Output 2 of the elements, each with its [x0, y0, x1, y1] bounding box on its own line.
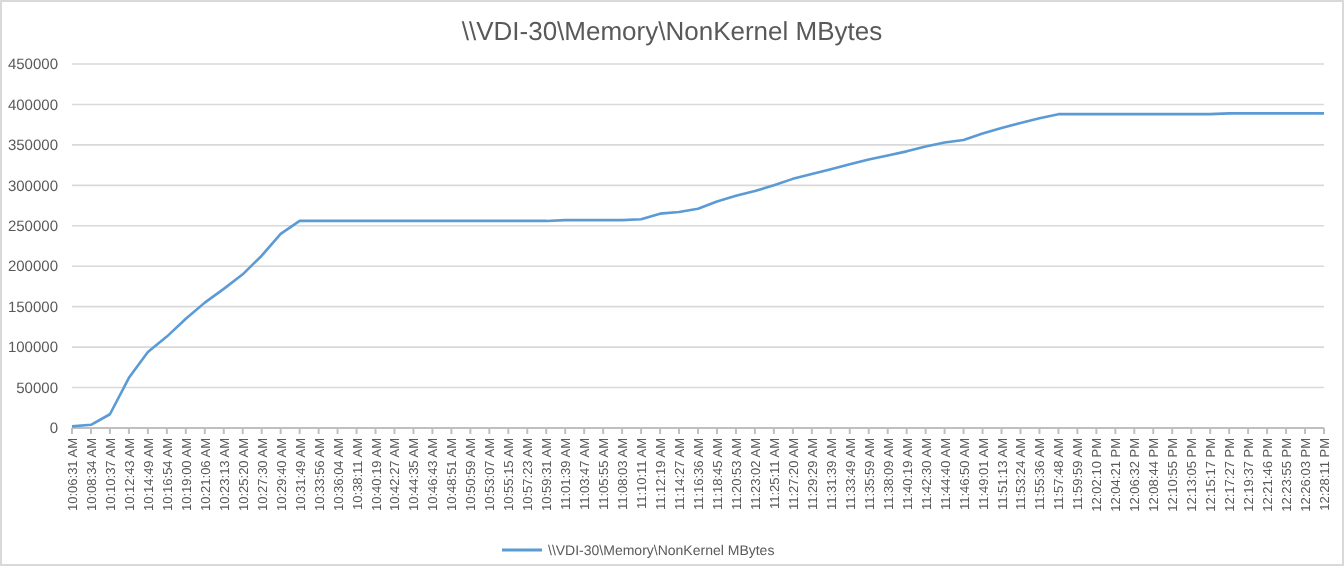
chart-title: \\VDI-30\Memory\NonKernel MBytes — [461, 16, 884, 46]
line-series — [70, 112, 1326, 428]
